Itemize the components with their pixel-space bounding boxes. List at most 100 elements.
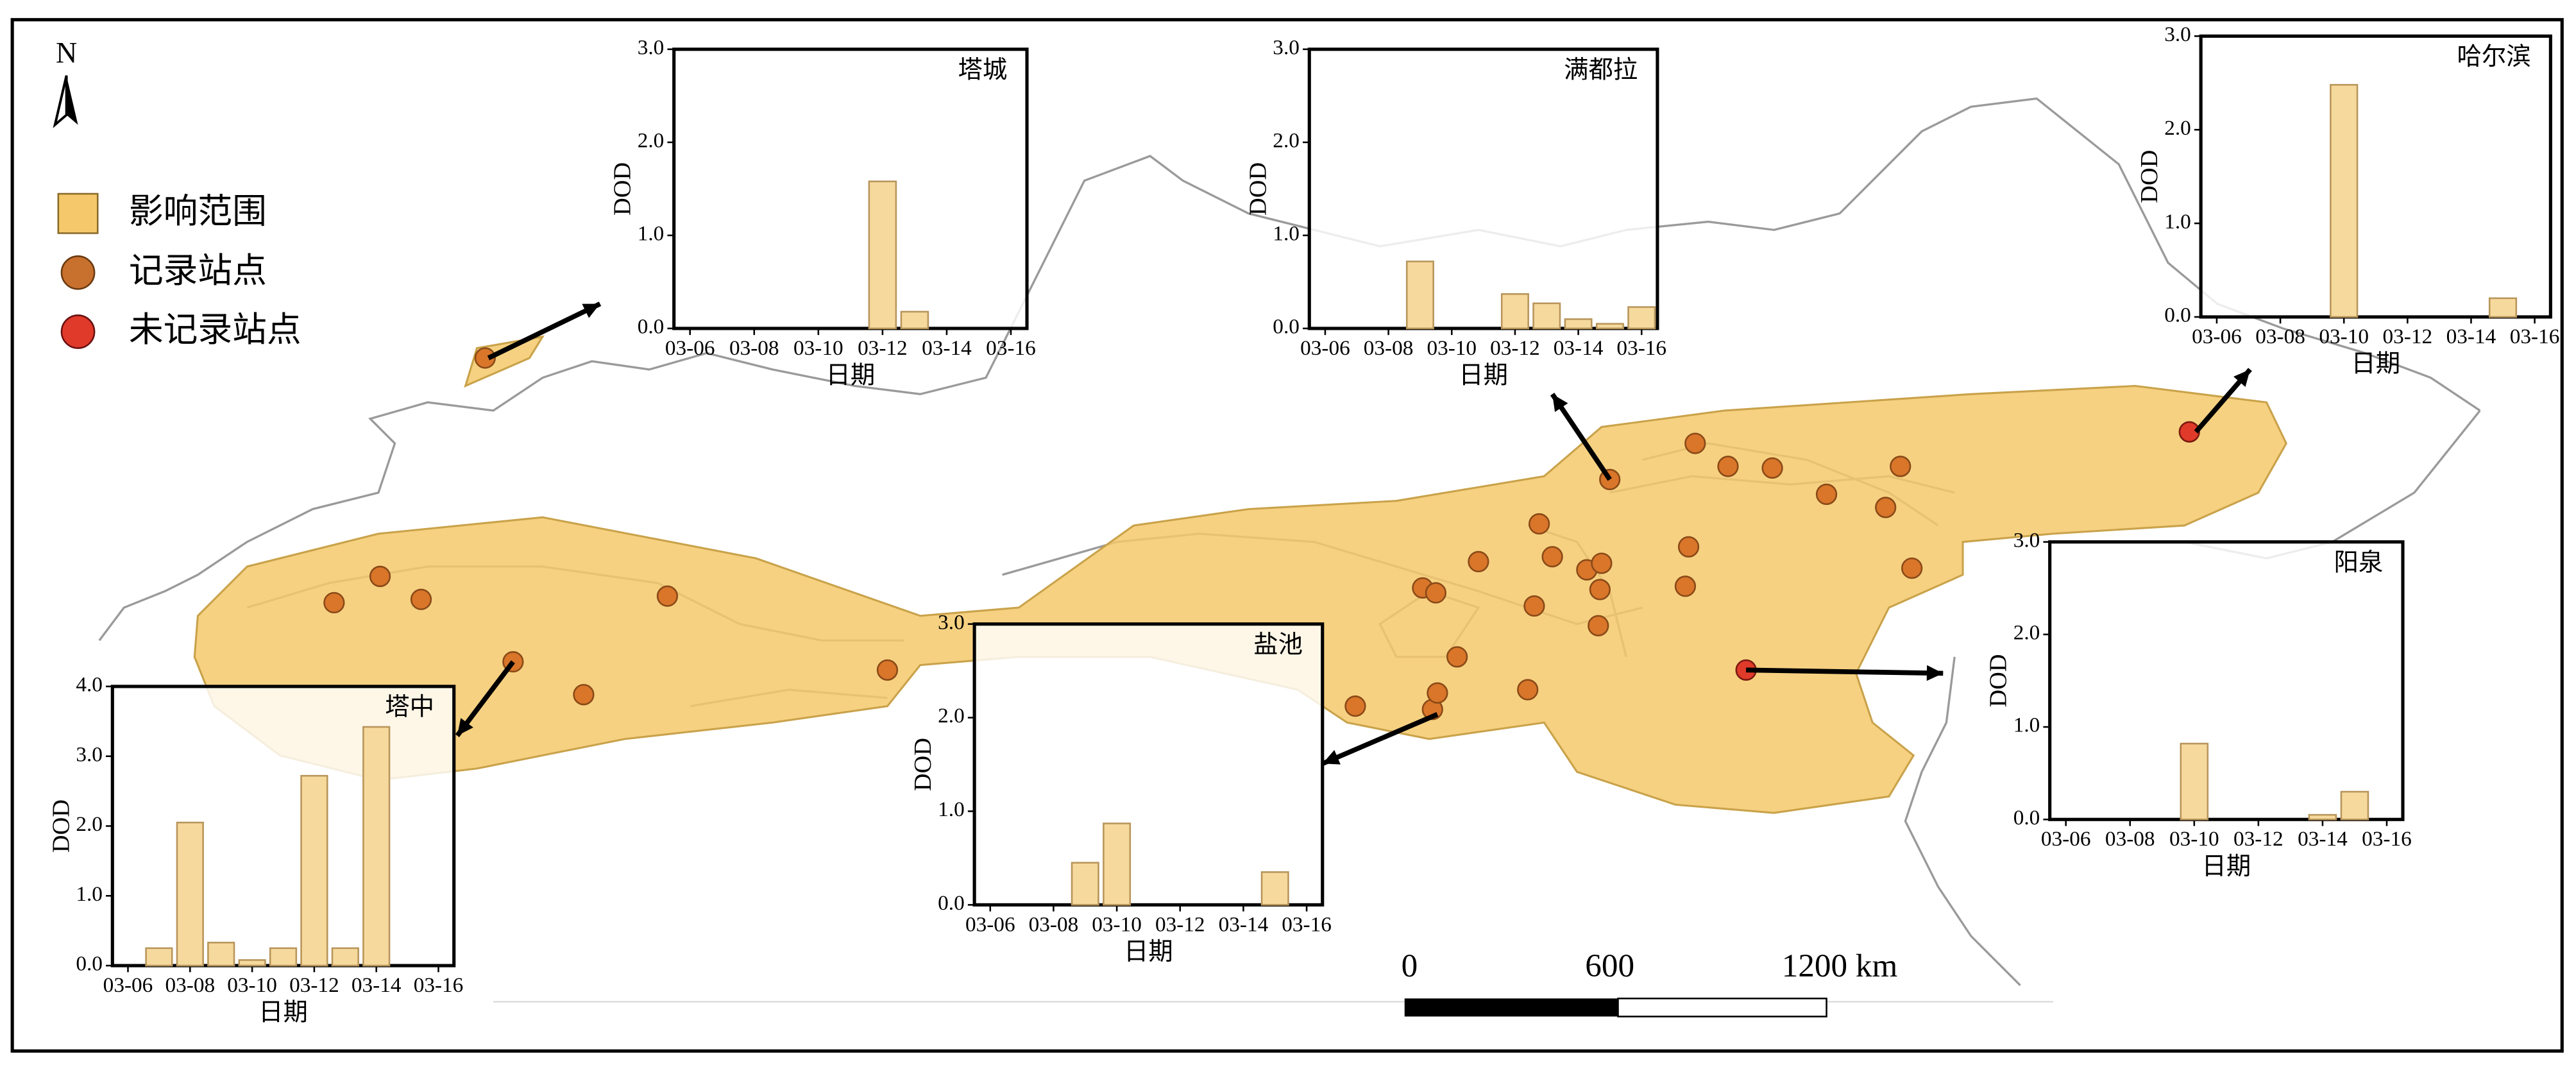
recorded-station	[1541, 546, 1563, 568]
plot-area	[2048, 540, 2405, 821]
plot-area	[672, 47, 1029, 330]
y-tick-label: 0.0	[638, 315, 665, 339]
y-tick-label: 1.0	[2013, 713, 2040, 737]
legend-swatch	[60, 314, 96, 349]
x-tick-label: 03-14	[1554, 336, 1604, 360]
x-tick-label: 03-06	[965, 912, 1015, 936]
x-tick-label: 03-12	[858, 336, 908, 360]
north-arrow: N	[53, 37, 78, 128]
y-tick-label: 3.0	[2164, 22, 2191, 46]
x-tick-label: 03-06	[665, 336, 715, 360]
north-label: N	[56, 37, 77, 69]
chart-title: 盐池	[1253, 631, 1303, 658]
x-tick-label: 03-12	[1155, 912, 1205, 936]
x-tick-label: 03-10	[793, 336, 843, 360]
coastline	[1904, 656, 2021, 986]
x-tick-label: 03-10	[2169, 827, 2219, 851]
recorded-station	[474, 347, 496, 369]
scale-label: 0	[1402, 948, 1418, 984]
y-axis-label: DOD	[910, 738, 936, 791]
bar	[1103, 823, 1131, 906]
y-tick-label: 3.0	[1273, 35, 1300, 59]
recorded-station	[1815, 483, 1838, 506]
x-tick-label: 03-08	[1364, 336, 1414, 360]
bar	[207, 941, 235, 967]
bar	[1532, 302, 1561, 330]
bar	[868, 180, 897, 330]
bar	[2180, 742, 2209, 821]
recorded-station	[573, 684, 595, 706]
x-tick-label: 03-14	[1219, 912, 1269, 936]
inset-chart: 0.0 1.0 2.0 3.0 4.0 03-06 03-08 03-10 03-12 03-14…	[47, 673, 463, 1027]
arrow-shaft	[1550, 393, 1612, 481]
recorded-station	[1427, 682, 1448, 704]
x-tick-label: 03-14	[922, 336, 972, 360]
arrow-head	[457, 718, 473, 736]
recorded-station	[1591, 552, 1613, 574]
y-tick-label: 3.0	[938, 610, 965, 634]
recorded-station	[1684, 432, 1706, 454]
y-tick-label: 0.0	[2013, 806, 2040, 830]
x-tick-label: 03-10	[227, 973, 277, 997]
bar	[269, 947, 298, 967]
y-tick-label: 1.0	[638, 222, 665, 246]
bar	[2330, 83, 2359, 318]
x-tick-label: 03-06	[2192, 325, 2242, 348]
x-tick-label: 03-12	[2233, 827, 2284, 851]
chart-title: 哈尔滨	[2457, 43, 2531, 71]
y-tick-label: 2.0	[76, 812, 103, 836]
arrow-head	[2233, 369, 2250, 388]
bar	[362, 726, 391, 967]
scale-label: 1200 km	[1782, 948, 1898, 984]
recorded-station	[1528, 513, 1550, 535]
recorded-station	[1890, 456, 1911, 477]
y-tick-label: 3.0	[638, 35, 665, 59]
bar	[300, 774, 328, 967]
bar	[1071, 862, 1099, 906]
y-tick-label: 1.0	[76, 882, 103, 906]
recorded-station	[1875, 497, 1897, 518]
x-tick-label: 03-12	[289, 973, 339, 997]
unrecorded-station	[2178, 421, 2200, 443]
y-tick-label: 0.0	[938, 891, 965, 915]
legend: 影响范围 记录站点 未记录站点	[57, 192, 301, 349]
y-tick-label: 2.0	[638, 128, 665, 152]
y-axis-label: DOD	[2136, 150, 2163, 203]
x-tick-label: 03-14	[2446, 325, 2496, 348]
x-axis-label: 日期	[826, 362, 875, 389]
bar	[331, 947, 359, 967]
chart-title: 满都拉	[1564, 56, 1638, 83]
y-tick-label: 1.0	[2164, 210, 2191, 234]
y-axis-label: DOD	[1985, 654, 2012, 707]
bar	[1260, 871, 1289, 906]
recorded-station	[323, 592, 345, 614]
y-tick-label: 2.0	[1273, 128, 1300, 152]
legend-swatch	[57, 192, 99, 234]
bar	[900, 311, 929, 330]
x-axis-label: 日期	[2201, 853, 2251, 880]
bar	[1564, 318, 1593, 330]
y-tick-label: 2.0	[2013, 621, 2040, 645]
plot-area	[972, 622, 1325, 907]
x-tick-label: 03-12	[2383, 325, 2433, 348]
x-tick-label: 03-10	[1092, 912, 1142, 936]
arrow-head	[1552, 394, 1568, 413]
influence-polygon	[193, 384, 2287, 814]
recorded-station	[1344, 695, 1366, 717]
x-tick-label: 03-16	[2510, 325, 2560, 348]
plot-area	[110, 685, 456, 967]
recorded-station	[1674, 575, 1697, 597]
bar	[1595, 323, 1624, 330]
country-border	[98, 97, 2481, 642]
arrow-head	[1322, 749, 1341, 765]
x-tick-label: 03-16	[414, 973, 464, 997]
x-tick-label: 03-12	[1490, 336, 1540, 360]
recorded-station	[369, 565, 391, 588]
arrow-shaft	[487, 302, 602, 361]
bar	[2488, 297, 2518, 318]
chart-title: 塔城	[958, 56, 1008, 83]
inset-chart: 0.0 1.0 2.0 3.0 03-06 03-08 03-10 03-12 03-14 03-…	[609, 35, 1036, 389]
recorded-station	[1901, 557, 1923, 579]
x-tick-label: 03-08	[2105, 827, 2155, 851]
